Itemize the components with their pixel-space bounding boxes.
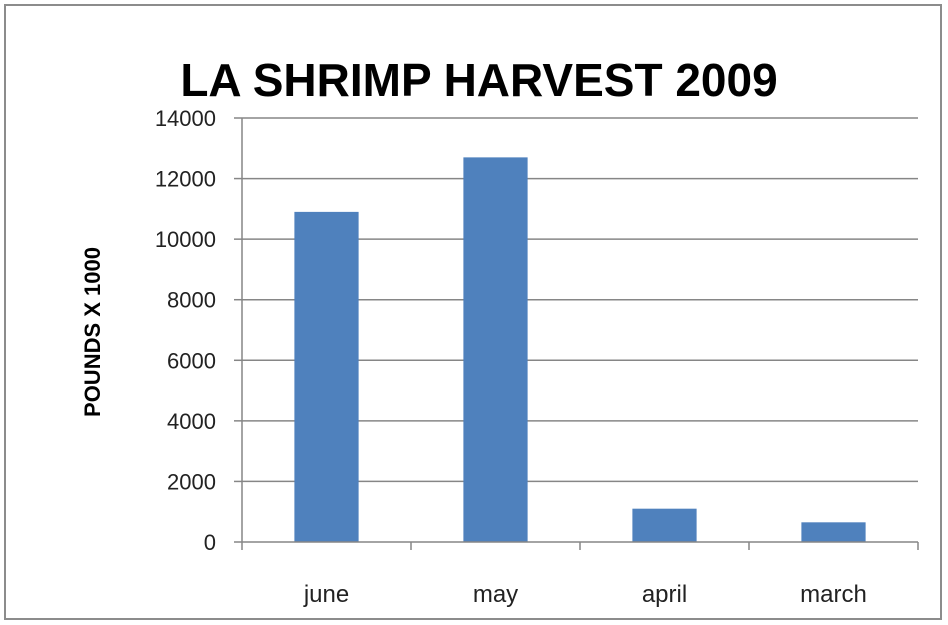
bar-april bbox=[632, 508, 697, 542]
x-tick-label: april bbox=[642, 581, 687, 608]
chart-frame: LA SHRIMP HARVEST 2009 POUNDS X 1000 0 20… bbox=[4, 4, 942, 620]
y-tick-label: 14000 bbox=[155, 106, 216, 131]
y-axis-label: POUNDS X 1000 bbox=[80, 247, 105, 417]
x-tick-label: june bbox=[303, 581, 349, 608]
bar-chart: LA SHRIMP HARVEST 2009 POUNDS X 1000 0 20… bbox=[80, 54, 919, 608]
bars bbox=[294, 157, 866, 542]
y-tick-label: 12000 bbox=[155, 167, 216, 192]
y-axis-ticks: 0 2000 4000 6000 8000 10000 12000 14000 bbox=[155, 106, 242, 555]
y-tick-label: 10000 bbox=[155, 227, 216, 252]
x-tick-label: march bbox=[800, 581, 867, 608]
x-axis-ticks: june may april march bbox=[303, 581, 867, 608]
y-tick-label: 4000 bbox=[167, 409, 216, 434]
bar-march bbox=[801, 522, 866, 542]
bar-june bbox=[294, 211, 359, 542]
y-tick-label: 8000 bbox=[167, 288, 216, 313]
x-axis bbox=[241, 118, 919, 550]
bar-may bbox=[463, 157, 528, 542]
y-tick-label: 2000 bbox=[167, 469, 216, 494]
y-tick-label: 6000 bbox=[167, 348, 216, 373]
y-tick-label: 0 bbox=[204, 530, 216, 555]
x-tick-label: may bbox=[473, 581, 518, 608]
chart-title: LA SHRIMP HARVEST 2009 bbox=[180, 54, 777, 106]
